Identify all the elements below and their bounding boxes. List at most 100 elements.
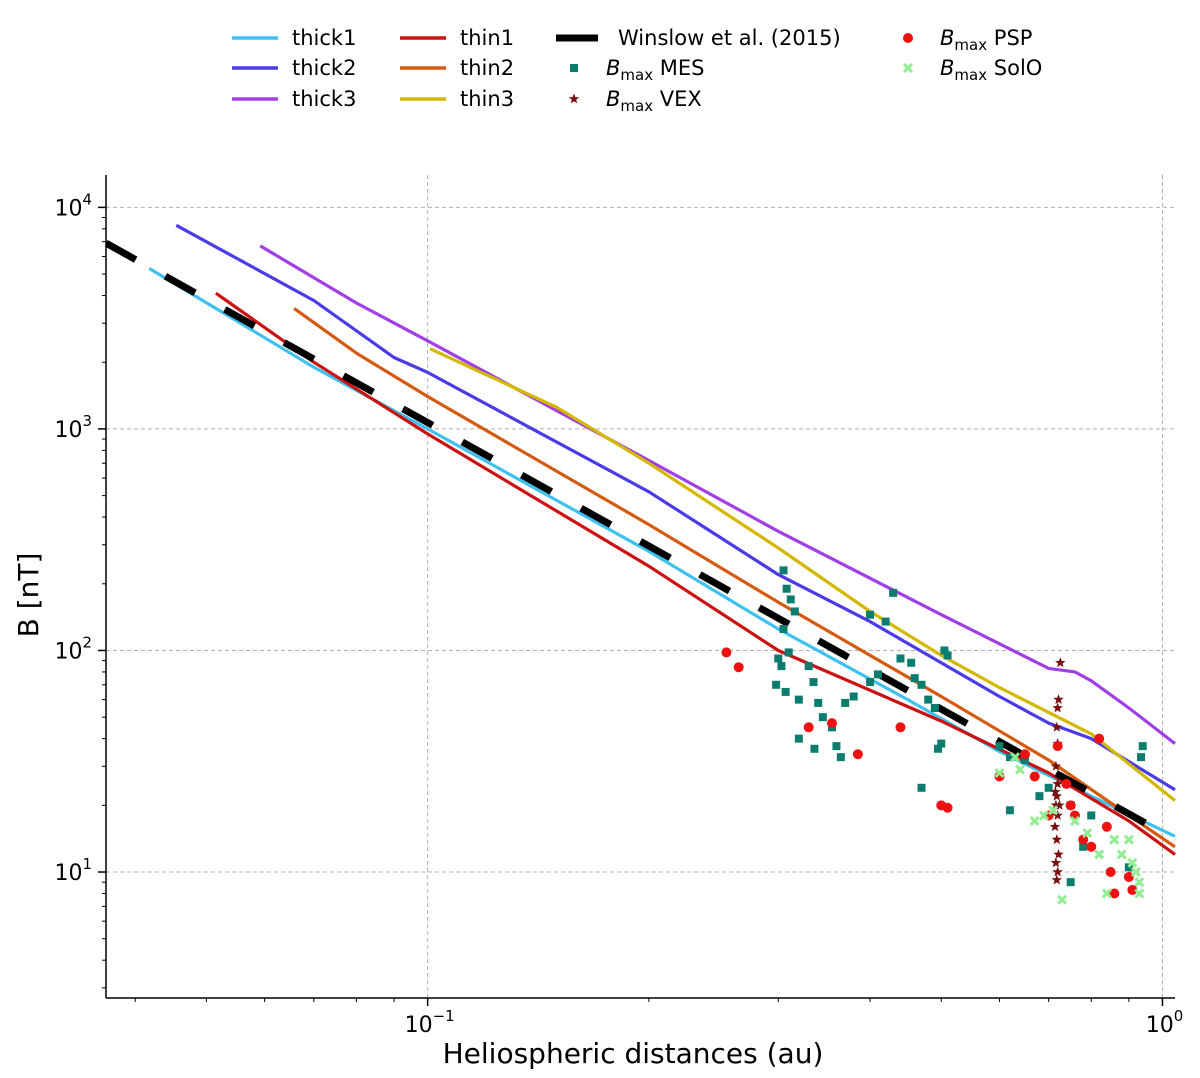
- legend-label: Bmax PSP: [940, 26, 1032, 54]
- legend-label-base: B: [606, 56, 620, 80]
- point-b-max-mes: [1005, 753, 1014, 762]
- point-b-max-solo: [994, 767, 1005, 778]
- point-b-max-solo: [1010, 752, 1021, 763]
- point-b-max-psp: [826, 718, 837, 729]
- legend-label-base: B: [940, 56, 954, 80]
- legend-label-sub: max: [620, 66, 653, 84]
- point-b-max-mes: [917, 680, 926, 689]
- series-line-thin3: [429, 347, 1176, 802]
- legend-label-rest: MES: [653, 56, 704, 80]
- point-b-max-mes: [910, 674, 919, 683]
- point-b-max-vex: [1050, 857, 1062, 868]
- legend-marker: [568, 93, 580, 104]
- legend-marker: [903, 63, 913, 73]
- legend-label: thin2: [460, 56, 514, 80]
- point-b-max-mes: [1044, 783, 1053, 792]
- point-b-max-mes: [786, 595, 795, 604]
- point-b-max-psp: [852, 749, 863, 760]
- series-line-winslow-et-al-2015: [106, 240, 1177, 843]
- point-b-max-mes: [774, 654, 783, 663]
- point-b-max-mes: [782, 584, 791, 593]
- legend-label-rest: VEX: [653, 87, 702, 111]
- y-tick-label: 101: [54, 855, 92, 886]
- legend-label: Bmax VEX: [606, 87, 702, 115]
- point-b-max-mes: [1005, 806, 1014, 815]
- point-b-max-mes: [772, 680, 781, 689]
- point-b-max-mes: [814, 698, 823, 707]
- point-b-max-mes: [794, 734, 803, 743]
- tick-exponent: 0: [1174, 1007, 1184, 1025]
- legend-item-thin1: thin1: [400, 26, 514, 50]
- point-b-max-mes: [832, 742, 841, 751]
- point-b-max-psp: [1029, 771, 1040, 782]
- point-b-max-vex: [1052, 810, 1063, 820]
- x-axis-title: Heliospheric distances (au): [443, 1037, 824, 1070]
- point-b-max-solo: [1039, 810, 1050, 821]
- y-tick-label: 103: [54, 412, 92, 443]
- point-b-max-mes: [1079, 842, 1088, 851]
- legend-item-b-max-mes: Bmax MES: [570, 56, 705, 84]
- point-b-max-vex: [1052, 778, 1063, 789]
- axes: [98, 175, 1175, 1006]
- point-b-max-psp: [1127, 884, 1138, 895]
- point-b-max-solo: [1069, 815, 1080, 826]
- point-b-max-mes: [866, 610, 875, 619]
- legend-label-sub: max: [620, 97, 653, 115]
- tick-base: 10: [54, 418, 82, 443]
- point-b-max-psp: [1101, 821, 1112, 832]
- point-b-max-psp: [1109, 888, 1120, 899]
- plot-area: [106, 223, 1177, 905]
- point-b-max-mes: [1138, 742, 1147, 751]
- legend-label-rest: PSP: [987, 26, 1032, 50]
- legend-label-base: B: [606, 87, 620, 111]
- legend-item-b-max-psp: Bmax PSP: [903, 26, 1032, 54]
- point-b-max-mes: [1137, 753, 1146, 762]
- point-b-max-solo: [1130, 867, 1141, 878]
- point-b-max-mes: [841, 698, 850, 707]
- point-b-max-solo: [1094, 849, 1105, 860]
- point-b-max-mes: [1066, 878, 1075, 887]
- point-b-max-solo: [1057, 894, 1068, 905]
- legend-item-winslow-et-al-2015: Winslow et al. (2015): [556, 26, 841, 50]
- legend: thick1 thick2 thick3 thin1 thin2 thin3 Winslow…: [232, 26, 1042, 115]
- tick-base: 10: [54, 196, 82, 221]
- legend-marker: [570, 64, 578, 72]
- legend-label: thin1: [460, 26, 514, 50]
- point-b-max-mes: [777, 662, 786, 671]
- point-b-max-mes: [943, 651, 952, 660]
- legend-item-thin3: thin3: [400, 87, 514, 111]
- point-b-max-solo: [1101, 888, 1112, 899]
- point-b-max-vex: [1051, 874, 1062, 885]
- point-b-max-solo: [1134, 888, 1145, 899]
- point-b-max-mes: [930, 703, 939, 712]
- y-tick-label: 104: [54, 190, 92, 221]
- point-b-max-psp: [1086, 841, 1097, 852]
- series-line-thin2: [293, 307, 1176, 849]
- legend-label-base: B: [940, 26, 954, 50]
- tick-exponent: 1: [82, 855, 92, 873]
- legend-item-thin2: thin2: [400, 56, 514, 80]
- point-b-max-mes: [1035, 792, 1044, 801]
- point-b-max-vex: [1052, 702, 1063, 713]
- point-b-max-mes: [924, 695, 933, 704]
- point-b-max-solo: [1116, 849, 1127, 860]
- tick-exponent: −1: [433, 1007, 455, 1025]
- grid: [106, 175, 1175, 998]
- legend-marker: [903, 33, 913, 43]
- legend-label: thick1: [292, 26, 356, 50]
- tick-exponent: 3: [82, 412, 92, 430]
- point-b-max-mes: [917, 783, 926, 792]
- tick-exponent: 2: [82, 633, 92, 651]
- point-b-max-mes: [896, 654, 905, 663]
- point-b-max-vex: [1050, 786, 1061, 797]
- point-b-max-psp: [1078, 834, 1089, 845]
- y-axis-title: B [nT]: [12, 553, 45, 638]
- point-b-max-vex: [1051, 721, 1062, 732]
- legend-item-thick1: thick1: [232, 26, 356, 50]
- tick-exponent: 4: [82, 190, 92, 208]
- legend-label-rest: SolO: [987, 56, 1042, 80]
- legend-item-b-max-vex: Bmax VEX: [568, 87, 702, 115]
- point-b-max-mes: [1021, 756, 1030, 765]
- y-tick-label: 102: [54, 633, 92, 664]
